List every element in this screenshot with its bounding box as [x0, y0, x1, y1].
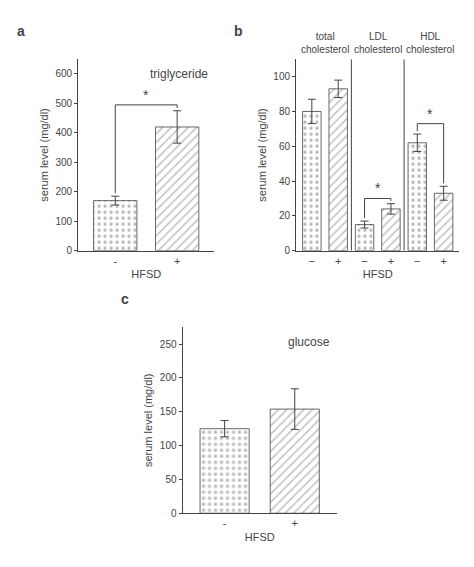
svg-text:400: 400 — [55, 127, 72, 138]
svg-text:300: 300 — [55, 157, 72, 168]
svg-text:serum level (mg/dl): serum level (mg/dl) — [142, 373, 154, 467]
svg-text:serum level (mg/dl): serum level (mg/dl) — [38, 108, 50, 202]
svg-text:250: 250 — [160, 339, 177, 350]
svg-text:100: 100 — [160, 440, 177, 451]
svg-text:a: a — [17, 23, 25, 39]
svg-text:+: + — [292, 517, 298, 529]
svg-text:*: * — [427, 106, 433, 122]
svg-text:0: 0 — [284, 245, 290, 256]
svg-text:LDLcholesterol: LDLcholesterol — [354, 31, 402, 55]
svg-text:100: 100 — [55, 216, 72, 227]
svg-text:−: − — [361, 255, 367, 267]
svg-text:totalcholesterol: totalcholesterol — [301, 31, 349, 55]
svg-text:HFSD: HFSD — [245, 531, 275, 543]
svg-text:-: - — [113, 255, 117, 267]
svg-text:100: 100 — [273, 71, 290, 82]
svg-text:c: c — [121, 291, 129, 307]
svg-text:+: + — [335, 255, 341, 267]
svg-text:0: 0 — [171, 508, 177, 519]
svg-text:-: - — [223, 517, 227, 529]
svg-text:500: 500 — [55, 98, 72, 109]
svg-text:80: 80 — [279, 106, 291, 117]
svg-text:600: 600 — [55, 68, 72, 79]
svg-text:150: 150 — [160, 406, 177, 417]
svg-text:40: 40 — [279, 176, 291, 187]
svg-text:60: 60 — [279, 141, 291, 152]
svg-text:serum level (mg/dl): serum level (mg/dl) — [256, 108, 268, 202]
svg-text:20: 20 — [279, 210, 291, 221]
svg-text:*: * — [375, 180, 381, 196]
svg-text:200: 200 — [55, 186, 72, 197]
svg-text:0: 0 — [67, 245, 73, 256]
svg-text:glucose: glucose — [288, 335, 330, 349]
svg-text:HFSD: HFSD — [131, 268, 161, 280]
svg-text:+: + — [174, 255, 180, 267]
svg-text:+: + — [388, 255, 394, 267]
svg-text:50: 50 — [165, 474, 177, 485]
svg-text:*: * — [143, 87, 149, 103]
svg-text:b: b — [234, 23, 243, 39]
svg-text:HFSD: HFSD — [363, 268, 393, 280]
svg-text:HDLcholesterol: HDLcholesterol — [406, 31, 454, 55]
svg-text:triglyceride: triglyceride — [150, 67, 208, 81]
svg-text:−: − — [309, 255, 315, 267]
svg-text:−: − — [414, 255, 420, 267]
svg-text:200: 200 — [160, 372, 177, 383]
svg-text:+: + — [440, 255, 446, 267]
